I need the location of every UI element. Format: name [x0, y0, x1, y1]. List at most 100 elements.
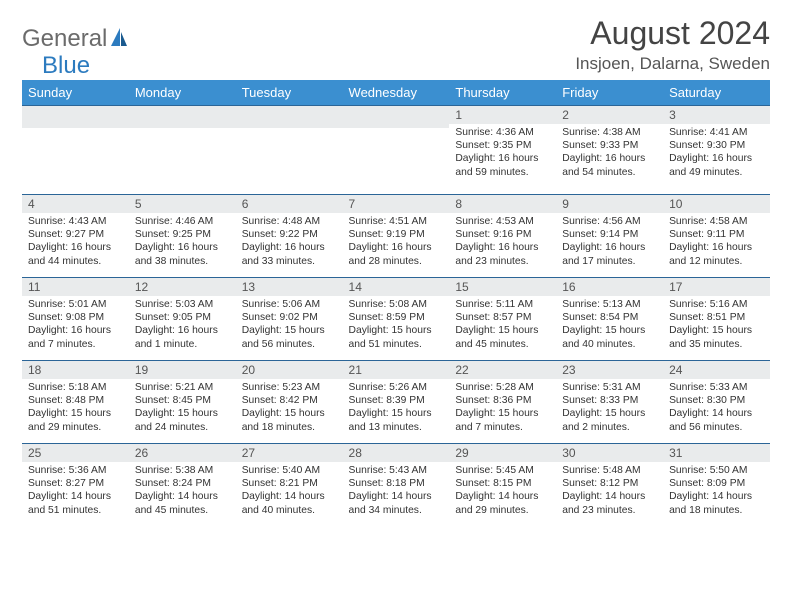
daylight-line: Daylight: 15 hours and 45 minutes.	[455, 324, 550, 350]
day-cell: 8Sunrise: 4:53 AMSunset: 9:16 PMDaylight…	[449, 195, 556, 278]
daylight-line: Daylight: 14 hours and 56 minutes.	[669, 407, 764, 433]
day-cell: 31Sunrise: 5:50 AMSunset: 8:09 PMDayligh…	[663, 444, 770, 527]
day-number: 14	[343, 278, 450, 296]
calendar-table: SundayMondayTuesdayWednesdayThursdayFrid…	[22, 80, 770, 526]
day-body: Sunrise: 5:36 AMSunset: 8:27 PMDaylight:…	[22, 462, 129, 521]
sunset-line: Sunset: 9:14 PM	[562, 228, 657, 241]
daylight-line: Daylight: 15 hours and 51 minutes.	[349, 324, 444, 350]
day-number: 19	[129, 361, 236, 379]
sunrise-line: Sunrise: 4:53 AM	[455, 215, 550, 228]
day-body: Sunrise: 5:45 AMSunset: 8:15 PMDaylight:…	[449, 462, 556, 521]
sunset-line: Sunset: 8:59 PM	[349, 311, 444, 324]
sunset-line: Sunset: 8:24 PM	[135, 477, 230, 490]
sunrise-line: Sunrise: 5:11 AM	[455, 298, 550, 311]
day-cell: 30Sunrise: 5:48 AMSunset: 8:12 PMDayligh…	[556, 444, 663, 527]
sunrise-line: Sunrise: 5:13 AM	[562, 298, 657, 311]
day-body: Sunrise: 5:50 AMSunset: 8:09 PMDaylight:…	[663, 462, 770, 521]
day-number: 11	[22, 278, 129, 296]
day-number: 9	[556, 195, 663, 213]
sunrise-line: Sunrise: 4:56 AM	[562, 215, 657, 228]
day-body: Sunrise: 5:21 AMSunset: 8:45 PMDaylight:…	[129, 379, 236, 438]
daylight-line: Daylight: 16 hours and 59 minutes.	[455, 152, 550, 178]
day-number: 6	[236, 195, 343, 213]
sunset-line: Sunset: 9:11 PM	[669, 228, 764, 241]
day-number: 18	[22, 361, 129, 379]
day-cell: 7Sunrise: 4:51 AMSunset: 9:19 PMDaylight…	[343, 195, 450, 278]
daylight-line: Daylight: 16 hours and 17 minutes.	[562, 241, 657, 267]
sunrise-line: Sunrise: 5:03 AM	[135, 298, 230, 311]
daylight-line: Daylight: 16 hours and 44 minutes.	[28, 241, 123, 267]
sunset-line: Sunset: 9:25 PM	[135, 228, 230, 241]
sunrise-line: Sunrise: 5:33 AM	[669, 381, 764, 394]
day-number: 27	[236, 444, 343, 462]
week-row: 11Sunrise: 5:01 AMSunset: 9:08 PMDayligh…	[22, 278, 770, 361]
daylight-line: Daylight: 15 hours and 29 minutes.	[28, 407, 123, 433]
day-number: 22	[449, 361, 556, 379]
day-body: Sunrise: 5:08 AMSunset: 8:59 PMDaylight:…	[343, 296, 450, 355]
day-cell: 28Sunrise: 5:43 AMSunset: 8:18 PMDayligh…	[343, 444, 450, 527]
daylight-line: Daylight: 16 hours and 28 minutes.	[349, 241, 444, 267]
sunset-line: Sunset: 8:54 PM	[562, 311, 657, 324]
day-body-empty	[129, 128, 236, 194]
day-number: 17	[663, 278, 770, 296]
sunrise-line: Sunrise: 4:41 AM	[669, 126, 764, 139]
day-number: 28	[343, 444, 450, 462]
sunset-line: Sunset: 8:15 PM	[455, 477, 550, 490]
sunset-line: Sunset: 9:16 PM	[455, 228, 550, 241]
sunrise-line: Sunrise: 5:45 AM	[455, 464, 550, 477]
day-body: Sunrise: 4:53 AMSunset: 9:16 PMDaylight:…	[449, 213, 556, 272]
daylight-line: Daylight: 16 hours and 54 minutes.	[562, 152, 657, 178]
sunset-line: Sunset: 8:12 PM	[562, 477, 657, 490]
day-cell: 12Sunrise: 5:03 AMSunset: 9:05 PMDayligh…	[129, 278, 236, 361]
daylight-line: Daylight: 14 hours and 40 minutes.	[242, 490, 337, 516]
day-header-saturday: Saturday	[663, 80, 770, 106]
sunset-line: Sunset: 9:02 PM	[242, 311, 337, 324]
sunset-line: Sunset: 9:27 PM	[28, 228, 123, 241]
day-number: 26	[129, 444, 236, 462]
day-header-friday: Friday	[556, 80, 663, 106]
day-cell: 2Sunrise: 4:38 AMSunset: 9:33 PMDaylight…	[556, 106, 663, 195]
day-number: 5	[129, 195, 236, 213]
sunrise-line: Sunrise: 5:28 AM	[455, 381, 550, 394]
sunset-line: Sunset: 8:48 PM	[28, 394, 123, 407]
daylight-line: Daylight: 15 hours and 2 minutes.	[562, 407, 657, 433]
day-cell: 21Sunrise: 5:26 AMSunset: 8:39 PMDayligh…	[343, 361, 450, 444]
day-body: Sunrise: 4:46 AMSunset: 9:25 PMDaylight:…	[129, 213, 236, 272]
daylight-line: Daylight: 15 hours and 56 minutes.	[242, 324, 337, 350]
sunrise-line: Sunrise: 5:18 AM	[28, 381, 123, 394]
logo: General	[22, 25, 129, 53]
sunrise-line: Sunrise: 4:43 AM	[28, 215, 123, 228]
day-body: Sunrise: 5:33 AMSunset: 8:30 PMDaylight:…	[663, 379, 770, 438]
day-body: Sunrise: 5:01 AMSunset: 9:08 PMDaylight:…	[22, 296, 129, 355]
daylight-line: Daylight: 15 hours and 18 minutes.	[242, 407, 337, 433]
day-number: 1	[449, 106, 556, 124]
day-body: Sunrise: 4:48 AMSunset: 9:22 PMDaylight:…	[236, 213, 343, 272]
day-body: Sunrise: 4:58 AMSunset: 9:11 PMDaylight:…	[663, 213, 770, 272]
day-number: 30	[556, 444, 663, 462]
sunrise-line: Sunrise: 4:36 AM	[455, 126, 550, 139]
sunrise-line: Sunrise: 4:46 AM	[135, 215, 230, 228]
week-row: 18Sunrise: 5:18 AMSunset: 8:48 PMDayligh…	[22, 361, 770, 444]
day-cell: 13Sunrise: 5:06 AMSunset: 9:02 PMDayligh…	[236, 278, 343, 361]
day-body: Sunrise: 5:23 AMSunset: 8:42 PMDaylight:…	[236, 379, 343, 438]
sunset-line: Sunset: 8:45 PM	[135, 394, 230, 407]
day-body: Sunrise: 5:48 AMSunset: 8:12 PMDaylight:…	[556, 462, 663, 521]
day-number: 20	[236, 361, 343, 379]
sunrise-line: Sunrise: 5:31 AM	[562, 381, 657, 394]
day-header-row: SundayMondayTuesdayWednesdayThursdayFrid…	[22, 80, 770, 106]
sunset-line: Sunset: 8:09 PM	[669, 477, 764, 490]
day-cell: 6Sunrise: 4:48 AMSunset: 9:22 PMDaylight…	[236, 195, 343, 278]
daylight-line: Daylight: 16 hours and 38 minutes.	[135, 241, 230, 267]
day-cell: 25Sunrise: 5:36 AMSunset: 8:27 PMDayligh…	[22, 444, 129, 527]
day-body: Sunrise: 5:40 AMSunset: 8:21 PMDaylight:…	[236, 462, 343, 521]
sunset-line: Sunset: 9:30 PM	[669, 139, 764, 152]
daylight-line: Daylight: 16 hours and 1 minute.	[135, 324, 230, 350]
day-cell: 17Sunrise: 5:16 AMSunset: 8:51 PMDayligh…	[663, 278, 770, 361]
daylight-line: Daylight: 16 hours and 12 minutes.	[669, 241, 764, 267]
sunrise-line: Sunrise: 5:50 AM	[669, 464, 764, 477]
day-body: Sunrise: 4:41 AMSunset: 9:30 PMDaylight:…	[663, 124, 770, 183]
day-body: Sunrise: 4:38 AMSunset: 9:33 PMDaylight:…	[556, 124, 663, 183]
daylight-line: Daylight: 14 hours and 29 minutes.	[455, 490, 550, 516]
day-number: 12	[129, 278, 236, 296]
day-number: 10	[663, 195, 770, 213]
